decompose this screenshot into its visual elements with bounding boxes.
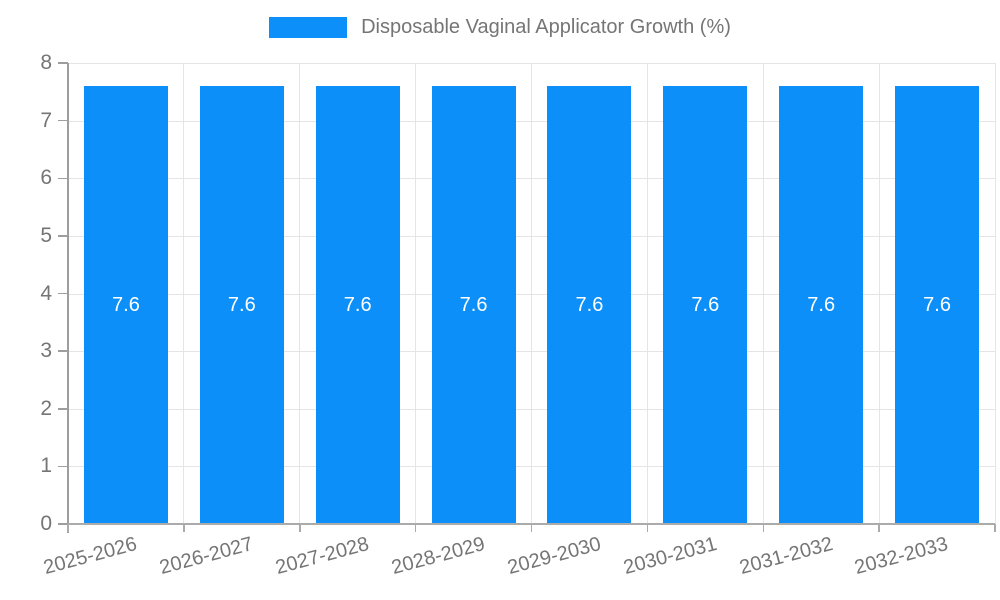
y-tick-label: 7 [40, 108, 52, 132]
y-axis-tick [58, 350, 68, 352]
bar[interactable]: 7.6 [431, 86, 516, 524]
gridline-vertical [994, 63, 996, 524]
bar-value-label: 7.6 [112, 293, 140, 316]
x-tick-label: 2030-2031 [620, 533, 720, 580]
gridline-vertical [646, 63, 648, 524]
x-tick-label: 2032-2033 [852, 533, 951, 580]
bar[interactable]: 7.6 [199, 86, 284, 524]
y-tick-label: 2 [40, 396, 52, 420]
y-axis-tick [58, 62, 68, 64]
y-axis-tick [58, 235, 68, 237]
y-tick-label: 6 [40, 166, 52, 190]
bar-value-label: 7.6 [923, 293, 951, 316]
y-axis-tick [58, 177, 68, 179]
y-tick-label: 8 [40, 51, 52, 74]
y-tick-label: 3 [40, 339, 52, 363]
y-axis-tick [58, 465, 68, 468]
bar-value-label: 7.6 [343, 293, 372, 316]
legend-swatch-icon [269, 17, 348, 38]
gridline-vertical [878, 63, 880, 524]
bar[interactable]: 7.6 [315, 86, 400, 524]
bar-value-label: 7.6 [459, 293, 488, 316]
bar-value-label: 7.6 [575, 293, 604, 316]
y-tick-label: 0 [40, 512, 52, 535]
x-tick-label: 2027-2028 [273, 533, 372, 580]
bar[interactable]: 7.6 [663, 86, 748, 524]
gridline-vertical [531, 63, 532, 524]
y-tick-label: 4 [40, 281, 52, 305]
x-tick-label: 2026-2027 [157, 533, 256, 580]
y-tick-label: 5 [40, 223, 52, 247]
y-axis-tick [58, 408, 68, 410]
bar-value-label: 7.6 [227, 293, 256, 316]
x-axis-tick [878, 524, 880, 532]
bar[interactable]: 7.6 [547, 86, 632, 524]
x-axis-tick [646, 524, 649, 532]
legend-label: Disposable Vaginal Applicator Growth (%) [361, 16, 731, 38]
y-axis-tick [58, 119, 68, 122]
y-axis-tick [58, 523, 68, 525]
bar[interactable]: 7.6 [779, 86, 864, 524]
y-axis-tick [58, 292, 68, 295]
bar-value-label: 7.6 [691, 293, 720, 316]
x-axis-tick [299, 524, 301, 532]
plot-area: 7.6 7.6 7.6 7.6 7.6 7.6 7.6 7.6 [68, 63, 996, 524]
x-tick-label: 2029-2030 [505, 533, 604, 580]
legend-item[interactable]: Disposable Vaginal Applicator Growth (%) [269, 16, 731, 39]
bar-value-label: 7.6 [807, 293, 836, 316]
x-tick-label: 2025-2026 [41, 533, 140, 580]
legend: Disposable Vaginal Applicator Growth (%) [0, 16, 1000, 39]
x-axis-tick [994, 524, 996, 532]
y-tick-label: 1 [40, 454, 52, 478]
bar[interactable]: 7.6 [895, 86, 980, 524]
x-tick-label: 2028-2029 [389, 533, 488, 580]
x-tick-label: 2031-2032 [736, 533, 835, 580]
x-axis-tick [530, 524, 533, 532]
gridline-vertical [183, 63, 185, 524]
x-axis-tick [414, 524, 417, 532]
gridline-vertical [415, 63, 417, 524]
x-axis-line [58, 523, 995, 525]
gridline-vertical [299, 63, 301, 524]
gridline-vertical [762, 63, 764, 524]
x-axis-tick [67, 524, 69, 532]
bar[interactable]: 7.6 [83, 86, 168, 524]
x-axis-tick [183, 524, 185, 532]
y-axis-line [67, 63, 69, 533]
x-axis-tick [762, 524, 764, 532]
